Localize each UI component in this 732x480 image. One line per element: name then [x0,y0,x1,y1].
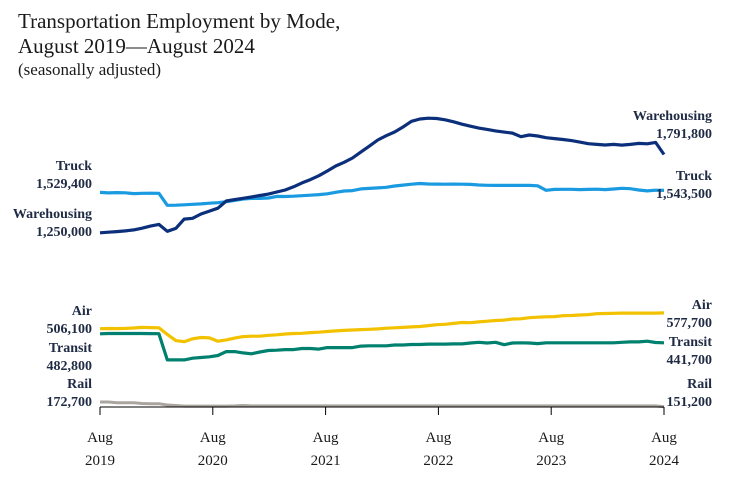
rail-end-value-label: 151,200 [667,395,713,410]
x-tick-label-month: Aug [87,430,113,446]
x-axis [99,406,665,415]
air-end-value-label: 577,700 [667,316,713,331]
x-tick-label-year: 2023 [536,453,566,469]
air-end-name-label: Air [692,298,712,313]
warehousing-start-value-label: 1,250,000 [36,225,92,240]
truck-start-name-label: Truck [56,159,93,174]
truck-series-line [99,181,665,207]
air-start-name-label: Air [72,304,92,319]
rail-end-name-label: Rail [687,377,712,392]
chart-subtitle: (seasonally adjusted) [18,60,162,79]
truck-end-value-label: 1,543,500 [656,187,712,202]
chart-title-line2: August 2019—August 2024 [18,34,255,58]
truck-end-name-label: Truck [676,169,713,184]
x-tick-label-year: 2019 [85,453,115,469]
warehousing-start-name-label: Warehousing [13,207,92,222]
x-tick-label-month: Aug [200,430,226,446]
transit-end-value-label: 441,700 [667,353,713,368]
x-tick-label-year: 2021 [311,453,341,469]
transit-start-value-label: 482,800 [47,359,93,374]
x-tick-label-month: Aug [651,430,677,446]
series-layer [99,116,666,409]
chart-title-line1: Transportation Employment by Mode, [18,9,341,33]
rail-start-name-label: Rail [67,377,92,392]
rail-series-line [100,400,665,409]
transit-series-line [99,331,665,362]
truck-start-value-label: 1,529,400 [36,177,92,192]
warehousing-end-name-label: Warehousing [633,109,712,124]
air-series-line [99,311,665,344]
x-tick-label-year: 2022 [423,453,453,469]
transit-end-name-label: Transit [669,335,713,350]
label-layer: Warehousing 1,250,000 Warehousing 1,791,800… [13,109,712,469]
rail-start-value-label: 172,700 [47,395,93,410]
x-tick-label-month: Aug [313,430,339,446]
x-tick-label-month: Aug [538,430,564,446]
x-tick-label-year: 2020 [198,453,228,469]
x-tick-label-year: 2024 [649,453,680,469]
transit-start-name-label: Transit [49,341,93,356]
warehousing-end-value-label: 1,791,800 [656,127,712,142]
x-tick-label-month: Aug [425,430,451,446]
warehousing-series-line [99,116,666,235]
air-start-value-label: 506,100 [47,322,93,337]
